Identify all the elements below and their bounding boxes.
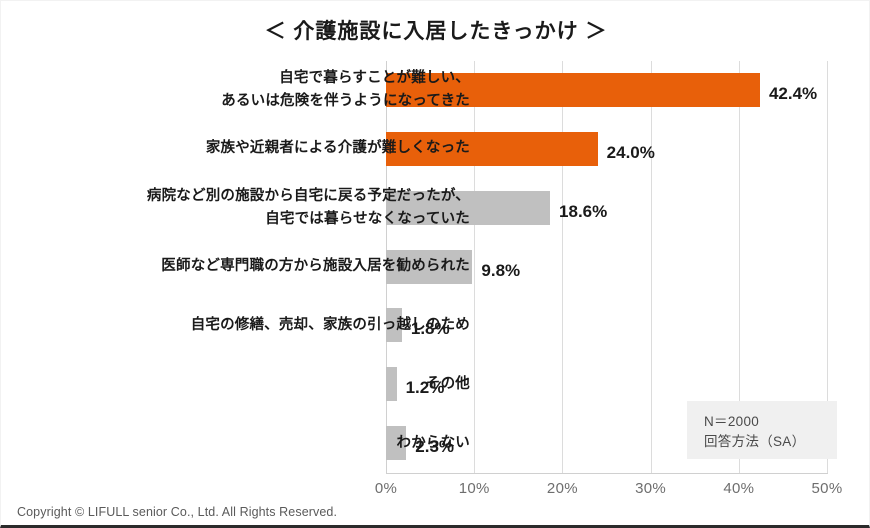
bar[interactable] bbox=[386, 426, 407, 461]
category-label: その他 bbox=[425, 375, 470, 392]
x-tick-label: 10% bbox=[458, 480, 490, 497]
bar-track: 9.8% bbox=[386, 249, 520, 284]
bar-value-label: 18.6% bbox=[559, 201, 608, 221]
category-label: わからない bbox=[396, 434, 470, 451]
category-label: 医師など専門職の方から施設入居を勧められた bbox=[161, 258, 470, 275]
bar-track: 1.2% bbox=[386, 367, 444, 402]
bar-value-label: 42.4% bbox=[768, 84, 818, 103]
bar-value-label: 24.0% bbox=[606, 142, 655, 162]
bar[interactable] bbox=[386, 190, 551, 225]
category-label: 自宅の修繕、売却、家族の引っ越しのため bbox=[190, 316, 470, 333]
category-label: 家族や近親者による介護が難しくなった bbox=[205, 140, 470, 157]
bar[interactable] bbox=[386, 249, 473, 284]
bar-row[interactable]: 1.2% bbox=[386, 355, 827, 414]
bar-value-label: 9.8% bbox=[481, 260, 521, 280]
gridline-30pct bbox=[650, 61, 652, 473]
sample-size-note: N＝2000 回答方法（SA） bbox=[687, 401, 837, 459]
note-method: 回答方法（SA） bbox=[704, 434, 806, 449]
bar-track: 18.6% bbox=[386, 190, 607, 225]
bar-track: 2.3% bbox=[386, 426, 454, 461]
category-label: 自宅で暮らすことが難しい、 あるいは危険を伴うようになってきた bbox=[221, 70, 470, 109]
chart-title: ＜ 介護施設に入居したきっかけ ＞ bbox=[264, 20, 608, 43]
bar-row[interactable]: 24.0% bbox=[386, 120, 827, 179]
bar[interactable] bbox=[386, 73, 760, 107]
x-tick-label: 50% bbox=[811, 480, 843, 497]
gridline-20pct bbox=[562, 61, 564, 473]
bar-row[interactable]: 9.8% bbox=[386, 238, 827, 297]
x-tick-label: 20% bbox=[546, 480, 578, 497]
gridline-10pct bbox=[474, 61, 476, 473]
bar-value-label: 2.3% bbox=[415, 437, 455, 457]
bar-track: 42.4% bbox=[386, 73, 817, 107]
bar-row[interactable]: 18.6% bbox=[386, 179, 827, 238]
gridline-40pct bbox=[738, 61, 740, 473]
x-tick-label: 0% bbox=[374, 480, 398, 497]
bar-track: 24.0% bbox=[386, 131, 655, 166]
bar[interactable] bbox=[386, 367, 397, 402]
x-tick-label: 30% bbox=[635, 480, 667, 497]
bar-row[interactable]: 1.8% bbox=[386, 296, 827, 355]
bar-row[interactable]: 42.4% bbox=[386, 61, 827, 120]
bar-value-label: 1.2% bbox=[405, 378, 445, 398]
x-tick-label: 40% bbox=[723, 480, 755, 497]
bar[interactable] bbox=[386, 308, 402, 343]
plot-area: 42.4% 24.0% 18.6% 9.8% 1.8% 1.2% 2.3% bbox=[386, 61, 828, 473]
category-label: 病院など別の施設から自宅に戻る予定だったが、 自宅では暮らせなくなっていた bbox=[146, 187, 470, 227]
footer-copyright: Copyright © LIFULL senior Co., Ltd. All … bbox=[17, 505, 338, 519]
x-axis-line bbox=[386, 473, 828, 474]
bar-row[interactable]: 2.3% bbox=[386, 414, 827, 473]
bar-value-label: 1.8% bbox=[410, 319, 450, 339]
gridline-50pct bbox=[827, 61, 828, 473]
bar[interactable] bbox=[386, 131, 598, 166]
note-sample-size: N＝2000 bbox=[704, 414, 760, 429]
bar-track: 1.8% bbox=[386, 308, 450, 343]
